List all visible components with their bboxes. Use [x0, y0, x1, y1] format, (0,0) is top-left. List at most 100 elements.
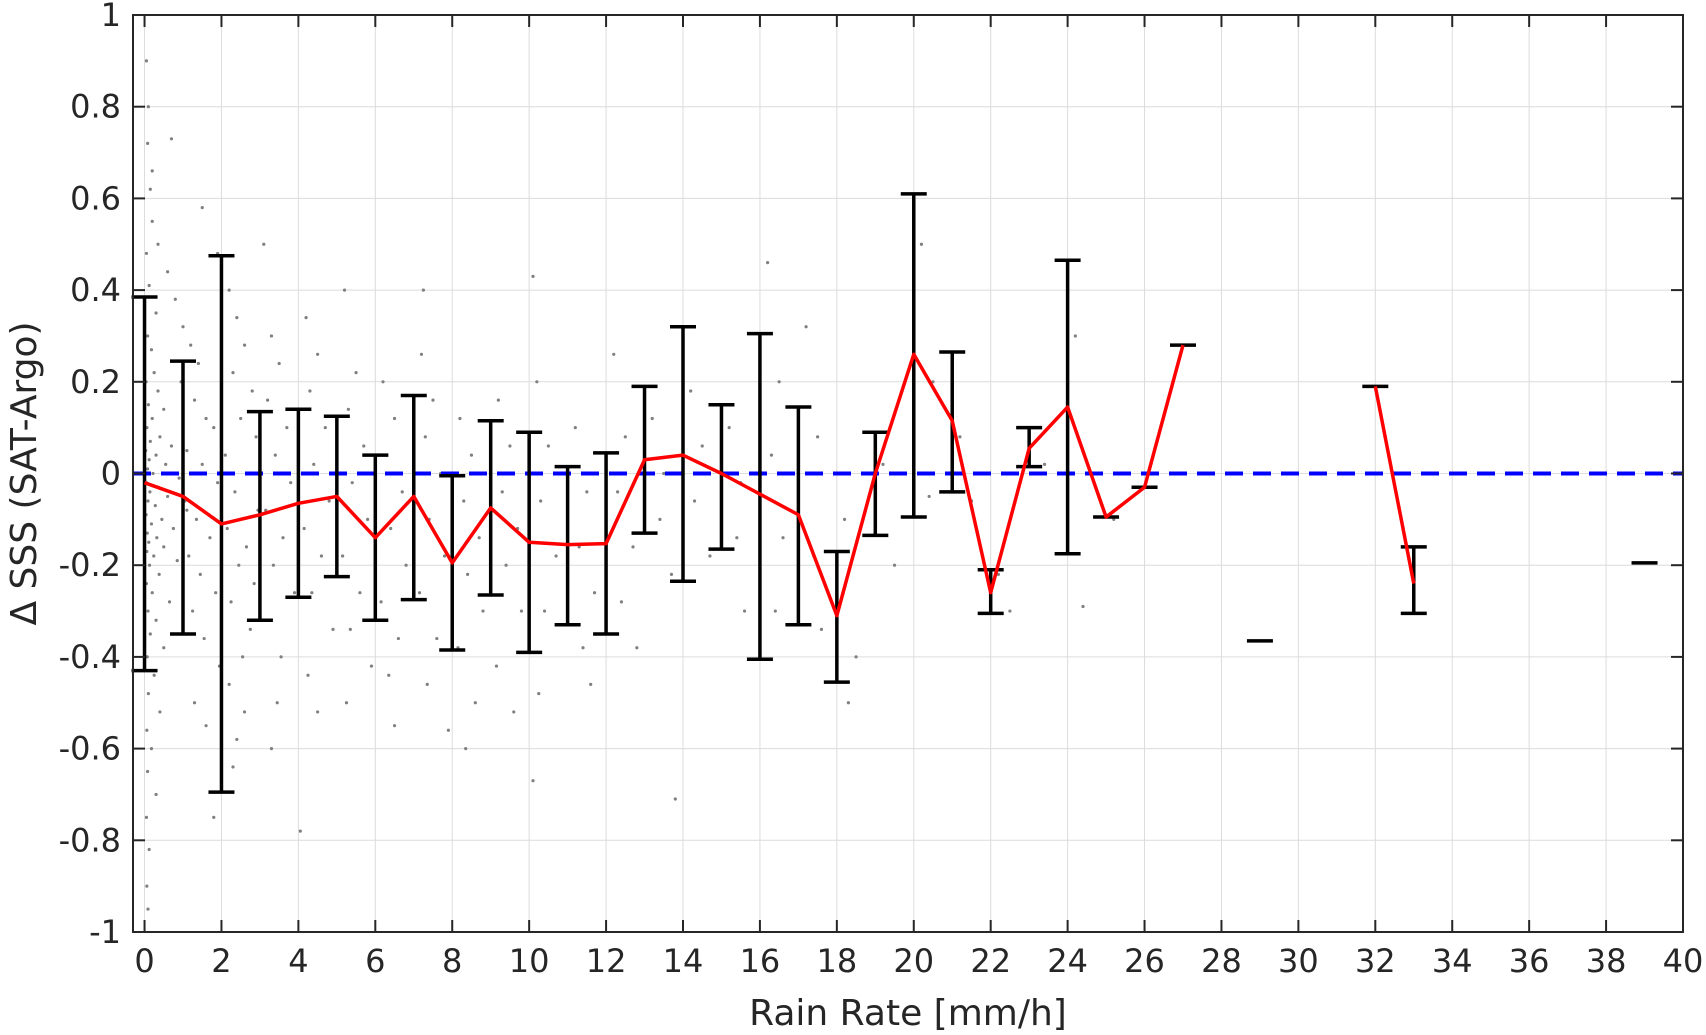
y-tick-label: -0.2	[59, 546, 121, 584]
scatter-point	[512, 710, 516, 714]
scatter-point	[446, 728, 450, 732]
scatter-point	[435, 636, 439, 641]
scatter-point	[181, 325, 185, 329]
scatter-point	[304, 316, 308, 320]
scatter-point	[1008, 609, 1012, 613]
scatter-point	[854, 655, 858, 659]
scatter-point	[673, 797, 677, 801]
scatter-point	[473, 701, 477, 705]
scatter-point	[342, 288, 347, 292]
scatter-point	[144, 815, 149, 819]
scatter-point	[175, 559, 179, 563]
scatter-point	[248, 627, 252, 631]
scatter-point	[323, 426, 327, 430]
scatter-point	[546, 444, 550, 448]
scatter-point	[192, 701, 197, 705]
scatter-point	[592, 591, 597, 595]
scatter-point	[196, 361, 200, 366]
scatter-point	[462, 499, 466, 503]
scatter-point	[846, 701, 850, 705]
x-tick-label: 6	[365, 942, 385, 980]
scatter-point	[149, 522, 154, 526]
x-axis-label: Rain Rate [mm/h]	[749, 993, 1067, 1034]
scatter-point	[146, 691, 150, 696]
scatter-point	[464, 747, 468, 751]
scatter-point	[319, 554, 324, 558]
scatter-point	[669, 572, 674, 576]
scatter-point	[1042, 462, 1047, 466]
scatter-point	[194, 517, 199, 521]
scatter-point	[348, 627, 352, 631]
scatter-point	[144, 59, 149, 63]
scatter-point	[146, 769, 150, 774]
scatter-points	[144, 59, 1193, 911]
scatter-point	[237, 563, 241, 567]
scatter-point	[150, 591, 154, 595]
scatter-point	[145, 655, 149, 659]
scatter-point	[155, 536, 159, 540]
x-tick-label: 0	[134, 942, 154, 980]
scatter-point	[146, 467, 150, 471]
y-tick-label: 0.4	[70, 271, 121, 309]
scatter-point	[223, 453, 227, 457]
x-tick-label: 18	[816, 942, 857, 980]
scatter-point	[266, 398, 270, 402]
scatter-point	[185, 508, 189, 512]
x-tick-label: 2	[211, 942, 231, 980]
y-tick-label: -0.6	[59, 730, 121, 768]
scatter-point	[152, 371, 156, 375]
scatter-point	[204, 416, 208, 421]
scatter-point	[149, 348, 154, 352]
scatter-point	[250, 389, 254, 393]
scatter-point	[389, 526, 393, 531]
scatter-point	[147, 847, 151, 852]
scatter-point	[508, 444, 512, 448]
scatter-point	[537, 691, 541, 696]
y-tick-label: 1	[101, 0, 121, 34]
scatter-point	[379, 600, 383, 604]
scatter-point	[269, 747, 274, 751]
scatter-point	[692, 499, 697, 503]
scatter-point	[231, 765, 235, 769]
scatter-point	[931, 380, 935, 384]
scatter-point	[581, 646, 585, 650]
scatter-point	[727, 426, 731, 430]
scatter-point	[542, 609, 547, 613]
scatter-point	[312, 462, 316, 466]
scatter-point	[273, 453, 277, 457]
scatter-point	[200, 462, 204, 466]
scatter-point	[350, 481, 354, 485]
scatter-point	[275, 701, 279, 705]
scatter-point	[187, 554, 191, 558]
scatter-point	[635, 646, 639, 650]
scatter-point	[554, 554, 558, 558]
scatter-point	[212, 426, 216, 430]
scatter-point	[167, 600, 172, 604]
scatter-point	[227, 288, 231, 292]
x-tick-label: 4	[288, 942, 308, 980]
scatter-point	[589, 682, 593, 687]
scatter-point	[631, 545, 635, 549]
scatter-point	[623, 435, 627, 439]
scatter-point	[298, 829, 302, 833]
scatter-point	[156, 389, 160, 393]
scatter-point	[156, 242, 160, 246]
scatter-point	[881, 462, 885, 466]
scatter-point	[804, 325, 808, 329]
scatter-point	[242, 343, 247, 347]
y-tick-label: -0.4	[59, 638, 121, 676]
scatter-point	[146, 609, 150, 613]
scatter-point	[316, 710, 320, 714]
y-tick-label: -1	[89, 913, 121, 951]
scatter-point	[466, 572, 470, 576]
scatter-point	[423, 435, 427, 439]
scatter-point	[227, 682, 231, 687]
scatter-point	[816, 435, 820, 439]
scatter-point	[504, 563, 508, 567]
scatter-point	[162, 646, 166, 650]
scatter-point	[150, 219, 154, 223]
scatter-point	[458, 416, 462, 421]
scatter-point	[358, 591, 362, 595]
x-tick-label: 8	[442, 942, 462, 980]
x-tick-label: 20	[893, 942, 934, 980]
